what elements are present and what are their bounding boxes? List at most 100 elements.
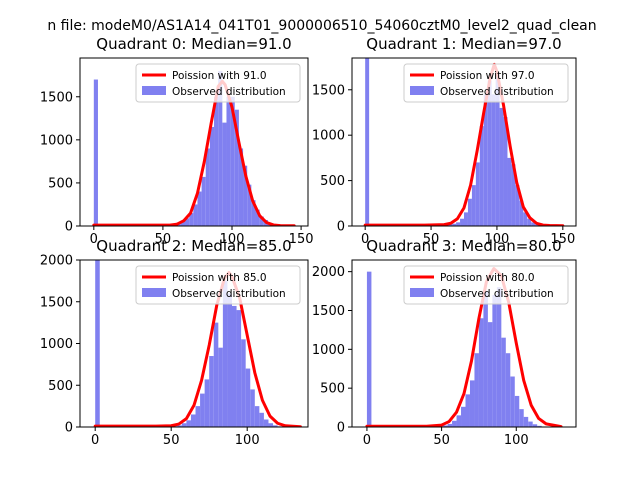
histogram-bar [495, 71, 500, 226]
histogram-bars [366, 271, 547, 427]
y-tick-label: 2000 [312, 265, 345, 280]
legend-poisson-label: Poission with 97.0 [440, 70, 535, 82]
x-tick-label: 100 [235, 433, 260, 448]
poisson-curve-group [92, 79, 296, 226]
histogram-bar [227, 293, 232, 427]
histogram-bar [259, 216, 264, 226]
histogram-bar [447, 423, 453, 427]
x-tick-label: 50 [423, 232, 440, 247]
legend-hist-label: Observed distribution [440, 86, 554, 98]
y-tick-label: 2000 [40, 254, 73, 269]
histogram-bars [95, 260, 283, 427]
axes-frame [79, 57, 309, 227]
histogram-bar [177, 425, 182, 427]
histogram-bar [474, 353, 479, 427]
histogram-bar [243, 165, 248, 226]
y-tick-label: 0 [337, 421, 345, 436]
histogram-bar [245, 368, 251, 427]
subplot-title: Quadrant 0: Median=91.0 [96, 35, 291, 53]
histogram-bar [209, 356, 214, 427]
histogram-bar [189, 213, 194, 226]
histogram-bar [201, 176, 206, 226]
histogram-bar [443, 425, 448, 427]
histogram-bar [254, 406, 260, 427]
histogram-bar [523, 416, 529, 427]
y-tick-label: 1000 [40, 133, 73, 148]
y-tick-label: 0 [65, 421, 73, 436]
y-tick-label: 1000 [312, 129, 345, 144]
histogram-bar [460, 218, 464, 226]
y-tick-label: 1500 [40, 295, 73, 310]
y-tick-label: 500 [320, 174, 345, 189]
histogram-bar [535, 224, 540, 226]
y-tick-label: 0 [337, 220, 345, 235]
histogram-bar [505, 353, 511, 427]
histogram-bar [250, 389, 255, 427]
legend-poisson-label: Poission with 85.0 [172, 272, 267, 284]
histogram-bar [527, 218, 532, 226]
legend: Poission with 85.0 Observed distribution [135, 265, 301, 305]
histogram-bar [204, 379, 210, 427]
histogram-bar [532, 424, 538, 427]
x-tick-label: 50 [433, 433, 450, 448]
histogram-bar [469, 380, 475, 427]
y-tick-label: 1000 [40, 337, 73, 352]
histogram-bar [213, 322, 219, 427]
histogram-bar [214, 96, 219, 226]
histogram-bar [190, 414, 196, 427]
x-tick-label: 100 [220, 232, 245, 247]
y-tick-label: 500 [320, 382, 345, 397]
histogram-bar [234, 109, 239, 226]
subplot-title: Quadrant 2: Median=85.0 [96, 237, 291, 255]
histogram-bar [222, 122, 227, 226]
x-tick-label: 50 [163, 433, 180, 448]
histogram-bar [268, 423, 274, 427]
x-tick-label: 50 [155, 232, 172, 247]
x-tick-label: 0 [363, 433, 371, 448]
legend: Poission with 97.0 Observed distribution [403, 63, 569, 103]
figure-suptitle: n file: modeM0/AS1A14_041T01_9000006510_… [47, 18, 596, 34]
histogram-bar [456, 222, 461, 226]
histogram-bar [263, 419, 269, 427]
histogram-bar [366, 271, 372, 427]
histogram-bar [461, 406, 466, 427]
y-tick-label: 1500 [40, 90, 73, 105]
histogram-bar [209, 126, 215, 226]
axes-frame [351, 259, 577, 428]
legend-box [135, 63, 301, 103]
x-tick-label: 150 [289, 232, 314, 247]
histogram-bar [465, 394, 470, 427]
legend-poisson-label: Poission with 80.0 [440, 272, 535, 284]
legend: Poission with 80.0 Observed distribution [403, 265, 569, 305]
x-tick-label: 0 [361, 232, 369, 247]
histogram-bar [464, 212, 468, 226]
histogram-bar [180, 221, 186, 226]
histogram-bar [452, 420, 457, 427]
histogram-bar [483, 291, 488, 427]
x-tick-label: 100 [504, 433, 529, 448]
histogram-bar [200, 393, 205, 427]
histogram-bar [218, 70, 223, 226]
histogram-bar [181, 423, 187, 427]
histogram-bar [531, 222, 536, 226]
axes-frame [351, 57, 577, 227]
legend: Poission with 91.0 Observed distribution [135, 63, 301, 103]
legend-hist-label: Observed distribution [172, 288, 286, 300]
histogram-bar [193, 204, 198, 226]
legend-hist-swatch [142, 86, 166, 95]
y-tick-label: 1500 [312, 304, 345, 319]
y-tick-label: 1000 [312, 343, 345, 358]
histogram-bar [503, 117, 508, 226]
histogram-bar [456, 415, 462, 427]
histogram-bar [255, 209, 260, 226]
histogram-bar [519, 409, 524, 427]
subplot-title: Quadrant 1: Median=97.0 [366, 35, 561, 53]
histogram-bar [247, 184, 252, 226]
histogram-bar [501, 337, 506, 427]
histogram-bar [479, 126, 484, 226]
histogram-bar [510, 376, 515, 427]
